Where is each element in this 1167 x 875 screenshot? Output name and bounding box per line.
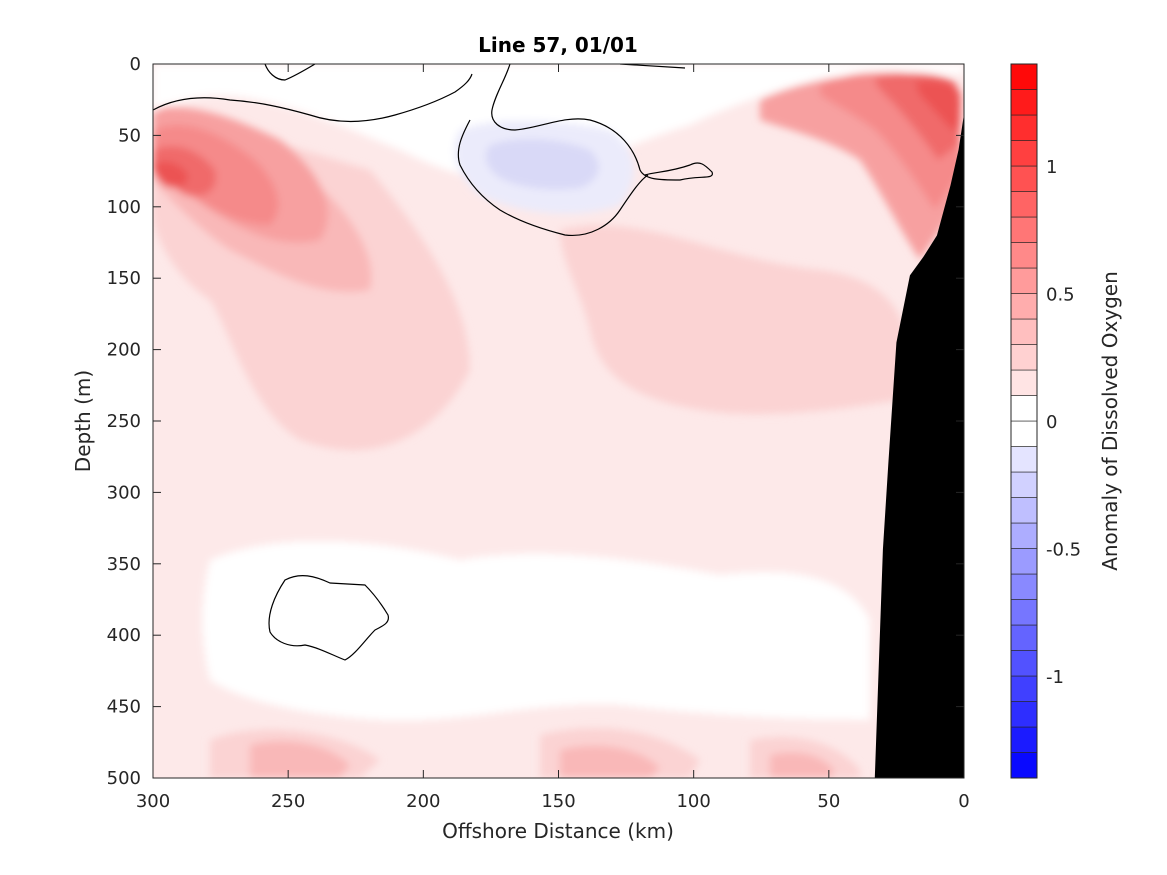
- colorbar-swatch: [1010, 471, 1038, 498]
- colorbar-swatch: [1010, 650, 1038, 677]
- colorbar-swatch: [1010, 140, 1038, 167]
- plot-area: [153, 64, 964, 778]
- zero-contour-line: [264, 64, 316, 81]
- x-tick-label: 250: [271, 791, 305, 812]
- colorbar-tick-label: 0: [1046, 412, 1057, 433]
- zero-contour-line: [268, 574, 390, 661]
- x-axis-label: Offshore Distance (km): [442, 819, 674, 843]
- colorbar-swatch: [1010, 395, 1038, 422]
- zero-contours: [153, 64, 713, 661]
- colorbar-label: Anomaly of Dissolved Oxygen: [1098, 271, 1122, 571]
- colorbar-swatch: [1010, 89, 1038, 116]
- zero-contour-line: [619, 64, 686, 69]
- y-tick-label: 400: [107, 625, 141, 646]
- colorbar-swatch: [1010, 573, 1038, 600]
- contour-band: [250, 741, 350, 778]
- y-axis-label: Depth (m): [71, 370, 95, 472]
- colorbar-ticks: -1 -0.5 0 0.5 1: [1046, 157, 1081, 688]
- colorbar-swatch: [1010, 726, 1038, 753]
- colorbar-swatch: [1010, 63, 1038, 90]
- colorbar-swatch: [1010, 114, 1038, 141]
- y-tick-label: 300: [107, 482, 141, 503]
- contour-band: [560, 225, 908, 415]
- x-tick-label: 100: [676, 791, 710, 812]
- zero-contour-line: [491, 64, 713, 181]
- colorbar-swatch: [1010, 446, 1038, 473]
- colorbar-tick-label: -1: [1046, 667, 1064, 688]
- colorbar: [1010, 63, 1038, 779]
- colorbar-swatch: [1010, 293, 1038, 320]
- contour-band: [202, 541, 870, 721]
- contour-band: [560, 745, 660, 778]
- colorbar-swatch: [1010, 242, 1038, 269]
- colorbar-swatch: [1010, 497, 1038, 524]
- colorbar-tick-label: -0.5: [1046, 540, 1081, 561]
- colorbar-swatch: [1010, 318, 1038, 345]
- colorbar-swatch: [1010, 344, 1038, 371]
- chart-title: Line 57, 01/01: [478, 33, 638, 57]
- y-tick-label: 50: [118, 125, 141, 146]
- y-tick-label: 500: [107, 768, 141, 789]
- colorbar-tick-label: 1: [1046, 157, 1057, 178]
- x-tick-label: 0: [958, 791, 969, 812]
- colorbar-swatch: [1010, 165, 1038, 192]
- colorbar-swatch: [1010, 701, 1038, 728]
- x-tick-label: 200: [406, 791, 440, 812]
- colorbar-swatch: [1010, 216, 1038, 243]
- colorbar-swatch: [1010, 752, 1038, 779]
- y-tick-label: 0: [130, 54, 141, 75]
- x-tick-label: 50: [817, 791, 840, 812]
- contour-fills: [153, 64, 964, 778]
- zero-contour-line: [457, 119, 649, 237]
- colorbar-swatch: [1010, 191, 1038, 218]
- y-tick-label: 150: [107, 268, 141, 289]
- colorbar-swatch: [1010, 522, 1038, 549]
- colorbar-swatch: [1010, 548, 1038, 575]
- contour-band: [485, 138, 599, 190]
- bathymetry-seafloor: [874, 64, 964, 778]
- colorbar-tick-label: 0.5: [1046, 285, 1075, 306]
- colorbar-swatch: [1010, 420, 1038, 447]
- x-tick-label: 300: [136, 791, 170, 812]
- y-tick-label: 350: [107, 554, 141, 575]
- y-tick-label: 100: [107, 197, 141, 218]
- y-axis-ticks: 0 50 100 150 200 250 300 350 400 450 500: [107, 54, 964, 789]
- contour-band: [153, 161, 188, 188]
- colorbar-swatch: [1010, 599, 1038, 626]
- colorbar-swatch: [1010, 675, 1038, 702]
- contour-band: [770, 752, 835, 778]
- y-tick-label: 200: [107, 340, 141, 361]
- colorbar-swatch: [1010, 267, 1038, 294]
- colorbar-frame: [1010, 63, 1038, 779]
- y-tick-label: 250: [107, 411, 141, 432]
- x-axis-ticks: 300 250 200 150 100 50 0: [136, 64, 970, 812]
- colorbar-swatch: [1010, 624, 1038, 651]
- colorbar-swatch: [1010, 369, 1038, 396]
- contour-band: [915, 80, 961, 132]
- x-tick-label: 150: [541, 791, 575, 812]
- y-tick-label: 450: [107, 697, 141, 718]
- zero-contour-line: [153, 73, 473, 122]
